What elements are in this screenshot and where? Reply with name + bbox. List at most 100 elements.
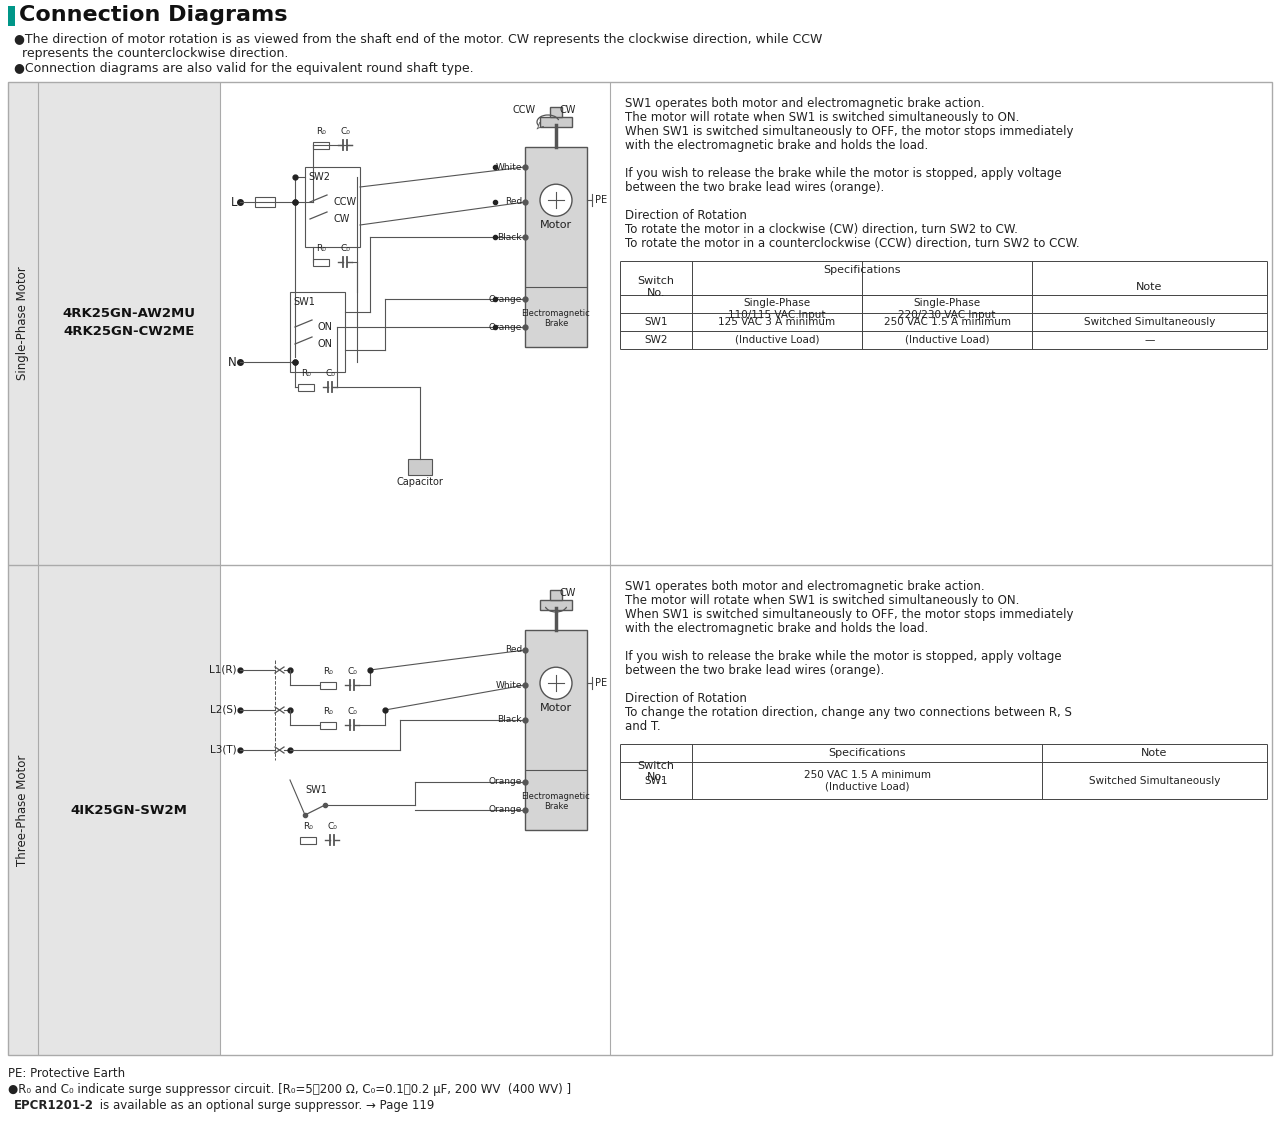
Text: When SW1 is switched simultaneously to OFF, the motor stops immediately: When SW1 is switched simultaneously to O… xyxy=(625,608,1074,621)
Circle shape xyxy=(540,667,572,700)
Text: Capacitor: Capacitor xyxy=(397,478,443,487)
Text: 4RK25GN-AW2MU: 4RK25GN-AW2MU xyxy=(63,307,196,319)
Text: 250 VAC 1.5 A minimum
(Inductive Load): 250 VAC 1.5 A minimum (Inductive Load) xyxy=(804,770,931,791)
Bar xyxy=(320,722,335,729)
Text: Single-Phase
220/230 VAC Input: Single-Phase 220/230 VAC Input xyxy=(899,298,996,319)
Text: CW: CW xyxy=(559,589,576,597)
Text: C₀: C₀ xyxy=(340,244,349,253)
Text: CCW: CCW xyxy=(513,105,536,115)
Text: Switch
No.: Switch No. xyxy=(637,276,675,298)
Bar xyxy=(298,383,314,390)
Text: If you wish to release the brake while the motor is stopped, apply voltage: If you wish to release the brake while t… xyxy=(625,167,1061,180)
Text: ON: ON xyxy=(317,339,333,349)
Text: C₀: C₀ xyxy=(347,707,357,716)
Text: R₀: R₀ xyxy=(316,127,326,136)
Text: Orange: Orange xyxy=(489,806,522,815)
Text: (Inductive Load): (Inductive Load) xyxy=(905,335,989,345)
Text: R₀: R₀ xyxy=(323,707,333,716)
Text: N: N xyxy=(228,355,237,369)
Text: R₀: R₀ xyxy=(301,369,311,378)
Text: R₀: R₀ xyxy=(303,822,312,831)
Text: ON: ON xyxy=(317,322,333,332)
Bar xyxy=(525,630,588,830)
Text: C₀: C₀ xyxy=(347,667,357,676)
Text: Three-Phase Motor: Three-Phase Motor xyxy=(17,754,29,865)
Text: Single-Phase
110/115 VAC Input: Single-Phase 110/115 VAC Input xyxy=(728,298,826,319)
Text: Motor: Motor xyxy=(540,703,572,713)
Text: Connection Diagrams: Connection Diagrams xyxy=(19,4,288,25)
Text: with the electromagnetic brake and holds the load.: with the electromagnetic brake and holds… xyxy=(625,622,928,634)
Text: and T.: and T. xyxy=(625,720,660,733)
Text: between the two brake lead wires (orange).: between the two brake lead wires (orange… xyxy=(625,664,884,677)
Text: between the two brake lead wires (orange).: between the two brake lead wires (orange… xyxy=(625,180,884,194)
Bar xyxy=(291,291,346,372)
Text: L1(R): L1(R) xyxy=(210,665,237,675)
Text: Electromagnetic: Electromagnetic xyxy=(522,793,590,802)
Text: EPCR1201-2: EPCR1201-2 xyxy=(14,1099,93,1112)
Text: Specifications: Specifications xyxy=(823,265,901,275)
Text: SW1: SW1 xyxy=(644,317,668,327)
Text: Red: Red xyxy=(504,197,522,206)
Text: PE: PE xyxy=(595,195,607,205)
Bar xyxy=(300,836,316,843)
Text: Single-Phase Motor: Single-Phase Motor xyxy=(17,267,29,380)
Bar xyxy=(408,458,433,475)
Text: C₀: C₀ xyxy=(328,822,337,831)
Text: The motor will rotate when SW1 is switched simultaneously to ON.: The motor will rotate when SW1 is switch… xyxy=(625,111,1019,124)
Text: Brake: Brake xyxy=(544,802,568,810)
Bar xyxy=(305,167,360,247)
Text: Black: Black xyxy=(498,715,522,724)
Text: When SW1 is switched simultaneously to OFF, the motor stops immediately: When SW1 is switched simultaneously to O… xyxy=(625,126,1074,138)
Text: Switched Simultaneously: Switched Simultaneously xyxy=(1084,317,1215,327)
Text: SW2: SW2 xyxy=(644,335,668,345)
Text: The motor will rotate when SW1 is switched simultaneously to ON.: The motor will rotate when SW1 is switch… xyxy=(625,594,1019,606)
Text: CCW: CCW xyxy=(333,197,356,207)
Text: If you wish to release the brake while the motor is stopped, apply voltage: If you wish to release the brake while t… xyxy=(625,650,1061,663)
Text: Direction of Rotation: Direction of Rotation xyxy=(625,692,746,705)
Text: (Inductive Load): (Inductive Load) xyxy=(735,335,819,345)
Bar xyxy=(8,82,1272,1055)
Text: Switched Simultaneously: Switched Simultaneously xyxy=(1089,776,1220,786)
Text: represents the counterclockwise direction.: represents the counterclockwise directio… xyxy=(14,47,288,61)
Text: ●R₀ and C₀ indicate surge suppressor circuit. [R₀=5～200 Ω, C₀=0.1～0.2 μF, 200 WV: ●R₀ and C₀ indicate surge suppressor cir… xyxy=(8,1083,571,1096)
Text: R₀: R₀ xyxy=(323,667,333,676)
Text: ●The direction of motor rotation is as viewed from the shaft end of the motor. C: ●The direction of motor rotation is as v… xyxy=(14,33,822,46)
Text: White: White xyxy=(495,680,522,689)
Text: —: — xyxy=(1144,335,1155,345)
Text: SW1: SW1 xyxy=(293,297,315,307)
Text: To change the rotation direction, change any two connections between R, S: To change the rotation direction, change… xyxy=(625,706,1071,719)
Text: PE: Protective Earth: PE: Protective Earth xyxy=(8,1067,125,1080)
Text: SW2: SW2 xyxy=(308,172,330,182)
Bar xyxy=(8,82,220,1055)
Text: 4RK25GN-CW2ME: 4RK25GN-CW2ME xyxy=(63,325,195,339)
Circle shape xyxy=(540,184,572,216)
Text: To rotate the motor in a counterclockwise (CCW) direction, turn SW2 to CCW.: To rotate the motor in a counterclockwis… xyxy=(625,237,1079,250)
Bar xyxy=(540,600,572,610)
Bar xyxy=(550,106,562,117)
Text: SW1: SW1 xyxy=(644,776,668,786)
Text: SW1: SW1 xyxy=(305,785,326,795)
Text: L: L xyxy=(230,195,237,209)
Bar xyxy=(525,147,588,348)
Text: SW1 operates both motor and electromagnetic brake action.: SW1 operates both motor and electromagne… xyxy=(625,98,984,110)
Bar xyxy=(540,117,572,127)
Text: C₀: C₀ xyxy=(325,369,335,378)
Text: Orange: Orange xyxy=(489,778,522,787)
Bar xyxy=(320,682,335,688)
Text: To rotate the motor in a clockwise (CW) direction, turn SW2 to CW.: To rotate the motor in a clockwise (CW) … xyxy=(625,223,1018,237)
Text: with the electromagnetic brake and holds the load.: with the electromagnetic brake and holds… xyxy=(625,139,928,152)
Bar xyxy=(550,590,562,600)
Text: White: White xyxy=(495,163,522,172)
Text: 4IK25GN-SW2M: 4IK25GN-SW2M xyxy=(70,804,187,816)
Text: Orange: Orange xyxy=(489,323,522,332)
Text: CW: CW xyxy=(559,105,576,115)
Text: SW1 operates both motor and electromagnetic brake action.: SW1 operates both motor and electromagne… xyxy=(625,580,984,593)
Text: CW: CW xyxy=(333,214,349,224)
Text: C₀: C₀ xyxy=(340,127,349,136)
Text: Note: Note xyxy=(1137,282,1162,291)
Bar xyxy=(314,141,329,148)
Text: Orange: Orange xyxy=(489,295,522,304)
Text: Note: Note xyxy=(1142,748,1167,758)
Text: is available as an optional surge suppressor. → Page 119: is available as an optional surge suppre… xyxy=(96,1099,434,1112)
Text: R₀: R₀ xyxy=(316,244,326,253)
